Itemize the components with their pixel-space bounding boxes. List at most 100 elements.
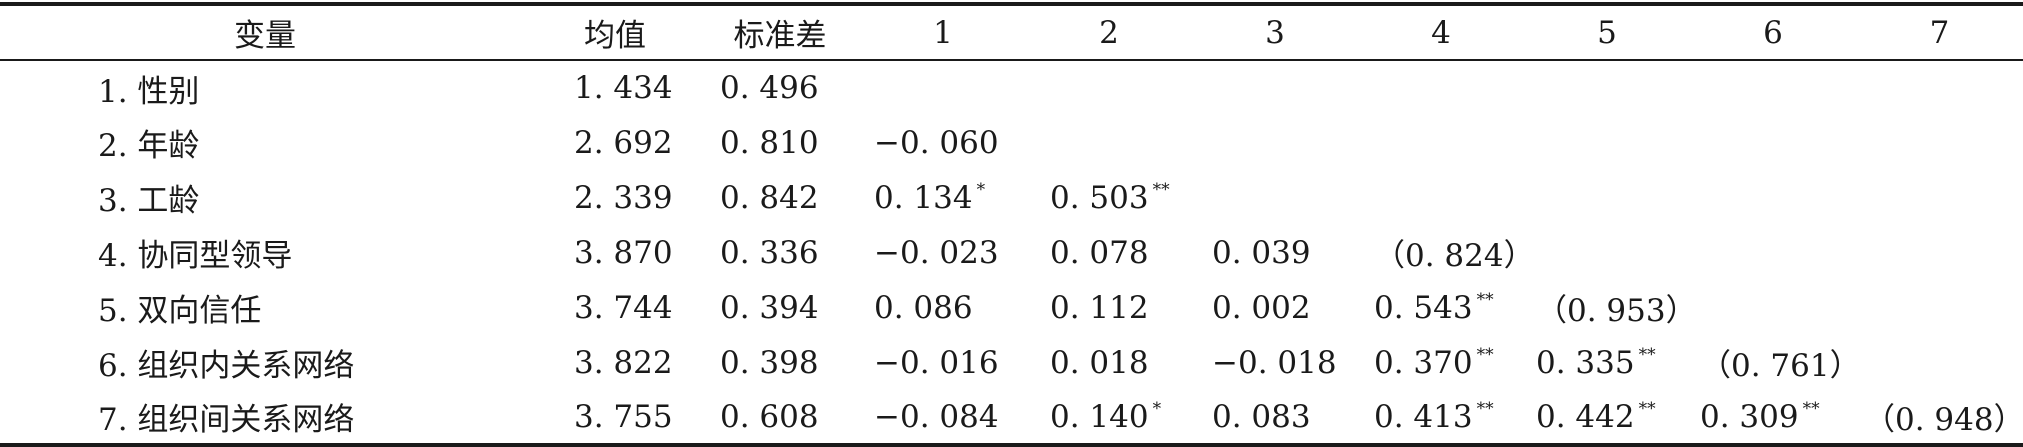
- cell-c6: （0. 761）: [1690, 335, 1861, 390]
- cell-c2: [1026, 60, 1192, 115]
- header-row: 变量 均值 标准差 1 2 3 4 5 6 7: [0, 2, 2023, 61]
- cell-c5: 0. 335 **: [1524, 335, 1690, 390]
- header-col-2: 2: [1026, 2, 1192, 61]
- header-col-4: 4: [1358, 2, 1524, 61]
- row-mean: 3. 822: [574, 344, 673, 381]
- row-mean: 3. 870: [574, 234, 673, 271]
- row-sd: 0. 394: [720, 289, 819, 326]
- significance-mark: **: [1802, 398, 1820, 419]
- header-col-6: 6: [1690, 2, 1856, 61]
- cell-c2: 0. 503 **: [1026, 170, 1192, 225]
- cell-c7: （0. 948）: [1856, 390, 2023, 447]
- cell-value: 0. 112: [1050, 289, 1149, 326]
- significance-mark: **: [1152, 179, 1170, 200]
- cell-value: 0. 503: [1050, 179, 1149, 216]
- cell-c4: [1358, 170, 1524, 225]
- cell-c4: [1358, 60, 1524, 115]
- cell-c4: 0. 543 **: [1358, 280, 1524, 335]
- cell-value: −0. 084: [874, 398, 999, 435]
- table-row: 2. 年龄 2. 692 0. 810 −0. 060: [0, 115, 2023, 170]
- cell-c4: 0. 370 **: [1358, 335, 1524, 390]
- row-label: 3. 工龄: [98, 183, 200, 219]
- table-row: 3. 工龄 2. 339 0. 842 0. 134 * 0. 503 **: [0, 170, 2023, 225]
- cell-c3: 0. 002: [1192, 280, 1358, 335]
- cell-c2: 0. 018: [1026, 335, 1192, 390]
- row-mean: 2. 692: [574, 124, 673, 161]
- cell-c2: 0. 140 *: [1026, 390, 1192, 447]
- header-col-3: 3: [1192, 2, 1358, 61]
- row-label: 1. 性别: [98, 73, 200, 110]
- cell-c1: [860, 60, 1026, 115]
- table-row: 4. 协同型领导 3. 870 0. 336 −0. 023 0. 078 0.…: [0, 225, 2023, 280]
- cell-value: 0. 140: [1050, 398, 1149, 435]
- cell-c6: 0. 309 **: [1690, 390, 1856, 447]
- cell-c4: （0. 824）: [1358, 225, 1535, 280]
- cell-value: 0. 078: [1050, 234, 1149, 271]
- significance-mark: **: [1638, 344, 1656, 365]
- header-col-7: 7: [1856, 2, 2023, 61]
- cell-c1: 0. 086: [860, 280, 1026, 335]
- row-label: 5. 双向信任: [98, 293, 262, 329]
- cell-c3: 0. 039: [1192, 225, 1358, 280]
- cell-value: 0. 086: [874, 289, 973, 326]
- significance-mark: **: [1476, 289, 1494, 310]
- header-variable: 变量: [0, 2, 530, 61]
- cell-c2: 0. 078: [1026, 225, 1192, 280]
- cell-c5: [1524, 115, 1690, 170]
- table-row: 1. 性别 1. 434 0. 496: [0, 60, 2023, 115]
- cell-c5: （0. 953）: [1524, 280, 1697, 335]
- significance-mark: *: [1152, 398, 1162, 419]
- table-row: 5. 双向信任 3. 744 0. 394 0. 086 0. 112 0. 0…: [0, 280, 2023, 335]
- cell-c5: [1524, 225, 1690, 280]
- cell-c5: 0. 442 **: [1524, 390, 1690, 447]
- cell-value: 0. 002: [1212, 289, 1311, 326]
- cell-value: 0. 018: [1050, 344, 1149, 381]
- cell-c7: [1856, 115, 2023, 170]
- row-sd: 0. 336: [720, 234, 819, 271]
- row-sd: 0. 496: [720, 70, 819, 106]
- row-mean: 3. 755: [530, 390, 700, 447]
- row-label: 7. 组织间关系网络: [0, 390, 530, 447]
- cell-value: 0. 543: [1374, 289, 1473, 326]
- cell-c6: [1690, 60, 1856, 115]
- row-sd: 0. 608: [700, 390, 860, 447]
- cell-c1: −0. 023: [860, 225, 1026, 280]
- header-sd: 标准差: [700, 2, 860, 61]
- cell-c3: [1192, 170, 1358, 225]
- row-mean: 2. 339: [574, 179, 673, 216]
- cell-c5: [1524, 60, 1690, 115]
- cell-c7: [1856, 335, 2023, 390]
- row-mean: 3. 744: [574, 289, 673, 326]
- cell-value: 0. 370: [1374, 344, 1473, 381]
- table-row: 6. 组织内关系网络 3. 822 0. 398 −0. 016 0. 018 …: [0, 335, 2023, 390]
- row-sd: 0. 842: [720, 179, 819, 216]
- cell-c7: [1856, 225, 2023, 280]
- row-label: 2. 年龄: [98, 128, 200, 164]
- cell-c1: −0. 016: [860, 335, 1026, 390]
- cell-c2: [1026, 115, 1192, 170]
- cell-c6: [1690, 280, 1856, 335]
- row-mean: 1. 434: [574, 70, 673, 106]
- row-label: 4. 协同型领导: [98, 238, 293, 274]
- cell-value: −0. 016: [874, 344, 999, 381]
- cell-c1: 0. 134 *: [860, 170, 1026, 225]
- table-row: 7. 组织间关系网络 3. 755 0. 608 −0. 084 0. 140 *…: [0, 390, 2023, 447]
- cell-c6: [1690, 115, 1856, 170]
- cell-value: 0. 083: [1212, 398, 1311, 435]
- cell-c3: [1192, 60, 1358, 115]
- cell-c7: [1856, 170, 2023, 225]
- cell-value: 0. 134: [874, 179, 973, 216]
- row-sd: 0. 810: [720, 124, 819, 161]
- cell-c5: [1524, 170, 1690, 225]
- header-col-5: 5: [1524, 2, 1690, 61]
- significance-mark: **: [1476, 344, 1494, 365]
- row-sd: 0. 398: [720, 344, 819, 381]
- row-label: 6. 组织内关系网络: [98, 348, 355, 384]
- cell-c4: 0. 413 **: [1358, 390, 1524, 447]
- cell-c1: −0. 084: [860, 390, 1026, 447]
- cell-value: −0. 060: [874, 124, 999, 161]
- cell-c1: −0. 060: [860, 115, 1026, 170]
- cell-value: 0. 309: [1700, 398, 1799, 435]
